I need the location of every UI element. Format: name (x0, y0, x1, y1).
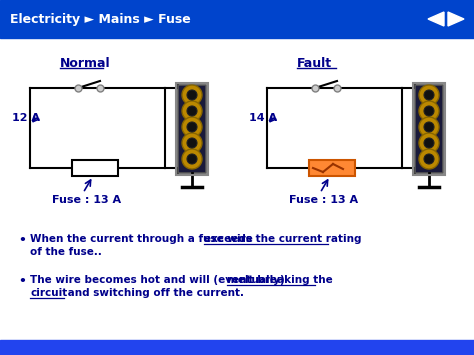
Circle shape (187, 106, 197, 116)
Bar (0, 0, 474, 38)
Circle shape (182, 101, 202, 121)
Text: 12 A: 12 A (12, 113, 40, 123)
Circle shape (182, 133, 202, 153)
Circle shape (419, 133, 439, 153)
Polygon shape (428, 12, 444, 26)
Circle shape (424, 122, 434, 132)
Circle shape (424, 154, 434, 164)
Circle shape (182, 149, 202, 169)
Circle shape (424, 90, 434, 100)
Text: and switching off the current.: and switching off the current. (64, 288, 244, 298)
Circle shape (424, 106, 434, 116)
Circle shape (419, 117, 439, 137)
Circle shape (182, 117, 202, 137)
Circle shape (419, 85, 439, 105)
Polygon shape (448, 12, 464, 26)
Bar (0, 38, 474, 340)
Bar (178, 85, 206, 173)
Text: The wire becomes hot and will (eventually): The wire becomes hot and will (eventuall… (30, 275, 288, 285)
Bar (309, 160, 355, 176)
Circle shape (424, 138, 434, 148)
Circle shape (419, 149, 439, 169)
Circle shape (187, 122, 197, 132)
Text: Fuse : 13 A: Fuse : 13 A (289, 195, 358, 205)
Text: of the fuse..: of the fuse.. (30, 247, 102, 257)
Text: melt breaking the: melt breaking the (227, 275, 333, 285)
Text: 14 A: 14 A (249, 113, 277, 123)
Text: Fuse : 13 A: Fuse : 13 A (52, 195, 121, 205)
Text: •: • (18, 234, 26, 247)
Bar (176, 83, 208, 175)
Circle shape (187, 90, 197, 100)
Text: circuit: circuit (30, 288, 67, 298)
Text: •: • (18, 275, 26, 288)
Circle shape (419, 101, 439, 121)
Text: Normal: Normal (60, 57, 110, 70)
Text: Fault: Fault (297, 57, 332, 70)
Text: When the current through a fuse wire: When the current through a fuse wire (30, 234, 256, 244)
Bar (0, 340, 474, 355)
Bar (415, 85, 443, 173)
Text: Electricity ► Mains ► Fuse: Electricity ► Mains ► Fuse (10, 13, 191, 27)
Bar (72, 160, 118, 176)
Circle shape (182, 85, 202, 105)
Text: exceeds the current rating: exceeds the current rating (204, 234, 362, 244)
Bar (413, 83, 445, 175)
Circle shape (187, 138, 197, 148)
Circle shape (187, 154, 197, 164)
